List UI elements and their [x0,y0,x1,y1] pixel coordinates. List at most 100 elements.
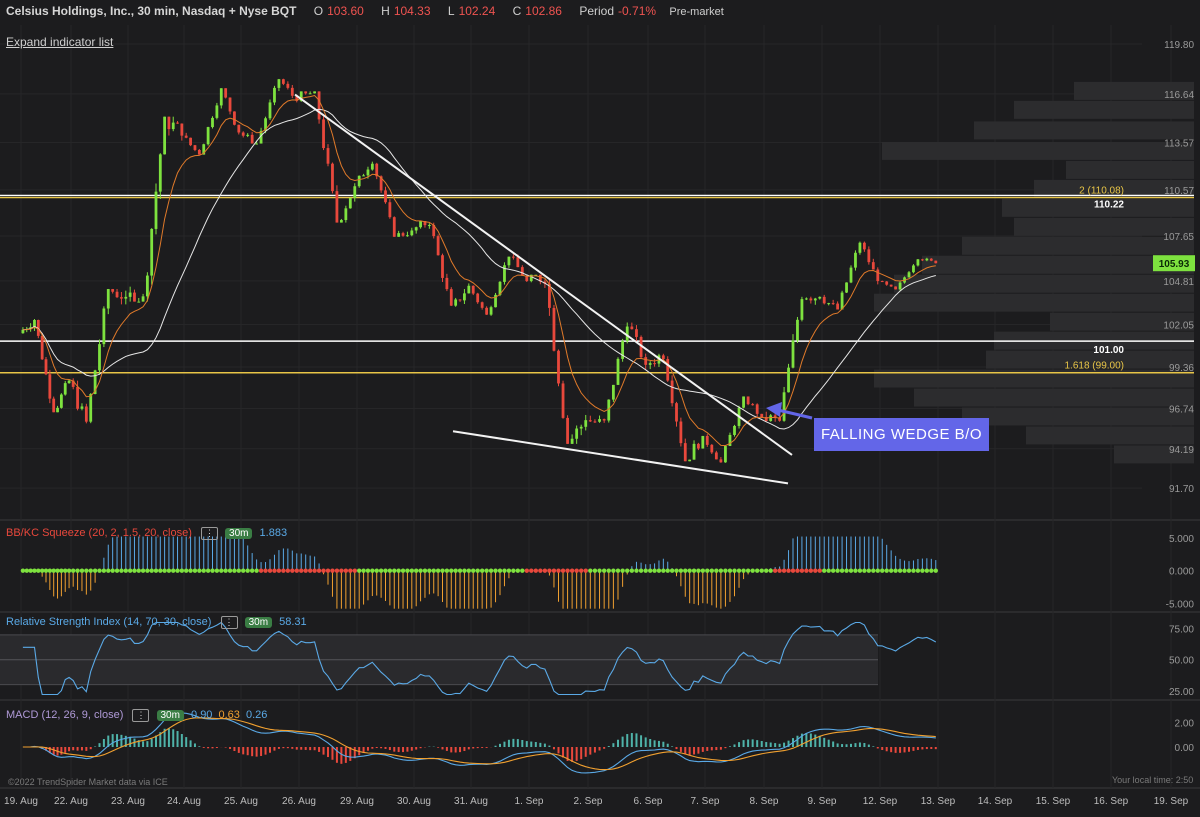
price-tick-label: 113.57 [1164,138,1194,149]
squeeze-dot [223,568,228,573]
squeeze-dot [422,568,428,573]
squeeze-dot [520,568,525,573]
squeeze-dot [24,568,29,573]
candle-body [570,438,574,444]
squeeze-dot [158,568,163,573]
x-tick-label: 1. Sep [515,796,544,807]
squeeze-dot [453,568,458,573]
price-tick-label: 116.64 [1164,90,1194,101]
squeeze-dot [457,568,463,573]
squeeze-dot [361,568,366,573]
macd-settings-button[interactable]: ⋮ [132,709,150,722]
squeeze-dot [638,568,644,573]
squeeze-dot [192,568,198,573]
symbol-title: Celsius Holdings, Inc., 30 min, Nasdaq +… [6,4,297,18]
squeeze-dot [36,568,41,573]
squeeze-dot [826,568,831,573]
open-label: O [313,4,324,18]
squeeze-dot [574,568,579,573]
candle-body [339,220,343,223]
squeeze-settings-button[interactable]: ⋮ [200,527,218,540]
squeeze-dot [764,568,769,573]
squeeze-dot [817,568,822,573]
candle-body [259,130,263,144]
squeeze-dot [592,568,598,573]
squeeze-dot [669,568,675,573]
rsi-legend: Relative Strength Index (14, 70, 30, clo… [6,616,307,629]
squeeze-dot [249,568,255,573]
candle-body [679,421,683,444]
squeeze-dot [714,568,719,573]
squeeze-dot [656,568,662,573]
candle-body [124,296,128,299]
squeeze-dot [786,568,791,573]
candle-body [670,380,674,404]
level-label: 2 (110.08) [1079,186,1124,197]
trendlines [294,93,793,485]
candle-body [219,88,223,106]
squeeze-dot [427,568,432,573]
x-tick-label: 24. Aug [167,796,201,807]
squeeze-dot [551,568,557,573]
horizontal-levels: 110.22 2 (110.08) 101.00 1.618 (99.00) [0,186,1194,374]
candle-body [141,296,145,302]
squeeze-dot [665,568,670,573]
squeeze-dot [709,568,715,573]
squeeze-dot [383,568,388,573]
squeeze-dot [179,568,185,573]
volume-profile-bar [962,407,1194,426]
arrow-head [766,402,782,417]
squeeze-dot [343,568,349,573]
squeeze-dot [862,568,867,573]
expand-indicator-link[interactable]: Expand indicator list [6,35,114,49]
candle-body [800,299,804,320]
candle-body [89,393,93,422]
x-tick-label: 13. Sep [921,796,956,807]
squeeze-dot [578,568,584,573]
candle-body [375,163,379,177]
candle-body [494,294,497,308]
candle-body [584,420,588,427]
x-tick-label: 23. Aug [111,796,145,807]
volume-profile-bar [874,293,1194,312]
candle-body [414,227,418,231]
squeeze-dot [736,568,742,573]
candle-body [480,302,484,308]
candle-body [822,296,826,304]
candle-body [845,282,848,293]
squeeze-dot [303,568,308,573]
squeeze-dot [145,568,150,573]
sma-line [22,108,936,430]
candle-body [666,359,670,381]
squeeze-dot [647,568,653,573]
candle-body [304,91,308,94]
squeeze-dot [188,568,193,573]
candle-body [353,186,357,198]
squeeze-dot [754,568,760,573]
rsi-settings-button[interactable]: ⋮ [220,616,238,629]
squeeze-dot [462,568,467,573]
candle-body [290,87,294,96]
rsi-tick-label: 50.00 [1169,656,1194,667]
squeeze-dot [839,568,845,573]
squeeze-dot [691,568,697,573]
candle-body [331,163,334,192]
squeeze-dot [127,568,133,573]
squeeze-dot [597,568,602,573]
price-tick-label: 107.65 [1163,232,1194,243]
squeeze-dot [272,568,277,573]
candle-body [778,417,782,421]
candle-body [876,269,880,282]
squeeze-dot [232,568,237,573]
candle-body [840,292,844,310]
period-label: Period [579,4,615,18]
squeeze-dot [511,568,516,573]
candle-body [653,363,656,365]
candle-body [106,289,110,309]
candle-body [598,419,601,422]
candle-body [449,289,453,306]
volume-profile-bar [922,255,1194,274]
squeeze-dot [835,568,840,573]
squeeze-dot [348,568,353,573]
